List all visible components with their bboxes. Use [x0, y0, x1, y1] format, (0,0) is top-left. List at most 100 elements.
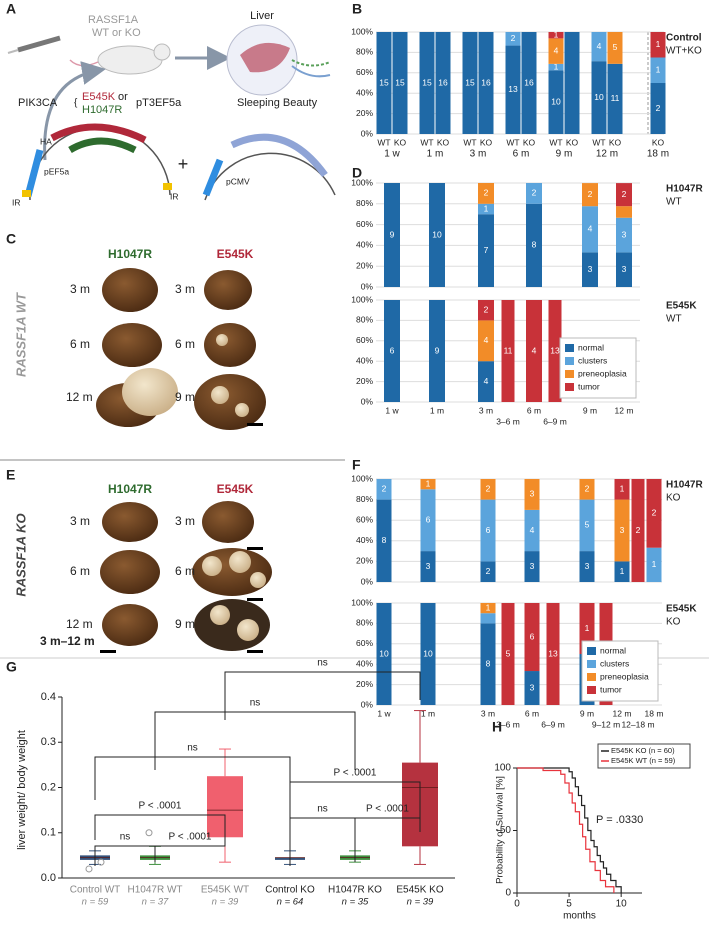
bar-segment [650, 32, 666, 58]
bracket [289, 781, 421, 840]
x-tick-label: E545K KO [396, 885, 443, 896]
bracket [94, 756, 291, 800]
ir [22, 190, 31, 197]
bar-segment [420, 551, 436, 582]
bar-segment [419, 32, 435, 134]
photo [235, 403, 249, 417]
legend-swatch [587, 686, 596, 694]
count-label: 2 [652, 508, 657, 518]
bar-segment [526, 203, 542, 287]
count-label: 5 [585, 520, 590, 530]
bar-segment [478, 214, 494, 287]
x-tick-label: 5 [566, 899, 572, 910]
count-label: 6 [390, 345, 395, 355]
annotation: P = .0330 [596, 814, 643, 826]
y-tick-label: 100% [351, 177, 373, 187]
count-label: 1 [554, 61, 559, 71]
bar-segment [392, 32, 408, 134]
y-tick-label: 0.4 [41, 691, 56, 703]
y-tick-label: 0% [361, 396, 374, 406]
photo [210, 605, 230, 625]
bar-segment [429, 300, 445, 402]
count-label: 3 [622, 264, 627, 274]
x-tick-label: 10 [616, 899, 628, 910]
x-tick-label: H1047R KO [328, 885, 382, 896]
legend-label: clusters [600, 658, 629, 668]
y-tick-label: 80% [356, 47, 373, 57]
legend-label: normal [578, 342, 604, 352]
promoter-label: pEF5a [44, 166, 69, 176]
count-label: 13 [508, 84, 518, 94]
y-tick-label: 20% [356, 679, 373, 689]
ir-label: IR [12, 197, 21, 207]
count-label: 8 [486, 658, 491, 668]
x-tick-label: 9–12 m [592, 719, 620, 729]
bar-label: WT [377, 137, 390, 147]
count-label: 6 [486, 525, 491, 535]
bar-segment [478, 203, 494, 215]
ir-label: IR [170, 191, 179, 201]
n-label: n = 35 [342, 897, 369, 908]
bar-segment [650, 83, 666, 134]
oncogene-label: PIK3CA [18, 97, 58, 109]
y-tick-label: 60% [356, 514, 373, 524]
chart-title: Control [666, 33, 702, 44]
y-tick-label: 0.0 [41, 872, 56, 884]
count-label: 2 [622, 189, 627, 199]
x-tick-label: 1 m [421, 708, 435, 718]
transposase-arrow [230, 133, 328, 178]
y-tick-label: 60% [356, 219, 373, 229]
x-tick-label: 12 m [613, 708, 632, 718]
syringe-plunger [7, 49, 19, 54]
outlier [145, 829, 153, 837]
bar-segment [614, 479, 630, 500]
count-label: 8 [532, 240, 537, 250]
legend-swatch [565, 370, 574, 378]
chart-subtitle: KO [666, 493, 681, 504]
x-tick-label: 6–9 m [541, 719, 565, 729]
count-label: 2 [382, 484, 387, 494]
legend-swatch [565, 357, 574, 365]
count-label: 11 [504, 345, 513, 355]
count-label: 2 [486, 566, 491, 576]
brace: { [74, 98, 78, 109]
y-tick-label: 40% [356, 87, 373, 97]
bar-segment [376, 32, 392, 134]
bar-label: KO [480, 137, 493, 147]
y-tick-label: 0.2 [41, 781, 56, 793]
plus-sign: + [178, 154, 189, 174]
bar-segment [546, 603, 560, 705]
bar-segment [478, 300, 494, 321]
bar-segment [480, 561, 496, 582]
x-tick-label: 12–18 m [621, 719, 654, 729]
bar-segment [480, 623, 496, 705]
bar-segment [420, 603, 436, 705]
count-label: 3 [620, 525, 625, 535]
count-label: 1 [585, 623, 590, 633]
legend-label: tumor [578, 381, 600, 391]
comparison-label: P < .0001 [169, 832, 212, 843]
y-tick-label: 40% [356, 658, 373, 668]
scale-bar [247, 650, 263, 653]
bar-segment [650, 57, 666, 83]
count-label: 4 [484, 335, 489, 345]
count-label: 9 [435, 345, 440, 355]
bar-segment [564, 32, 580, 134]
vector-label: pT3EF5a [136, 97, 182, 109]
photo [204, 323, 256, 367]
count-label: 16 [438, 77, 448, 87]
bar-label: KO [652, 137, 665, 147]
comparison-label: P < .0001 [334, 768, 377, 779]
oncogene-arrow [68, 137, 137, 154]
photo [204, 270, 252, 310]
legend-label: tumor [600, 684, 622, 694]
time-label: 9 m [175, 617, 195, 631]
count-label: 6 [530, 631, 535, 641]
scale-bar [100, 650, 116, 653]
x-tick-label: E545K WT [201, 885, 249, 896]
n-label: n = 39 [407, 897, 434, 908]
y-tick-label: 20% [356, 376, 373, 386]
bar-segment [505, 45, 521, 134]
count-label: 2 [484, 188, 489, 198]
